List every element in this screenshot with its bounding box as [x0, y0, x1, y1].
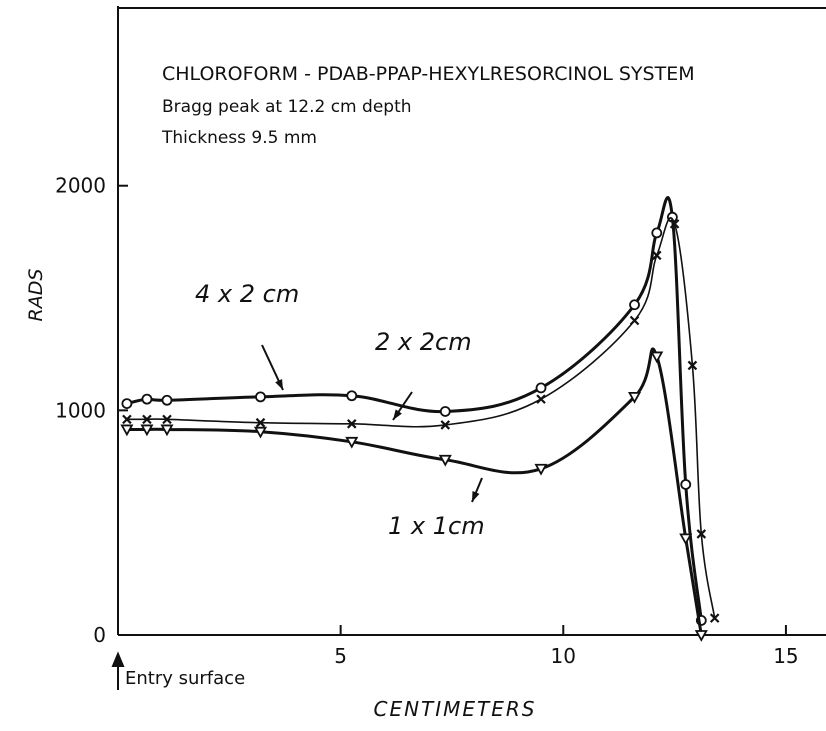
marker: [680, 479, 692, 490]
arrow-head: [275, 379, 283, 390]
x-tick-label: 15: [773, 644, 798, 668]
marker: [651, 227, 663, 239]
y-tick-label: 0: [93, 623, 106, 647]
marker: [253, 426, 268, 439]
marker: [629, 315, 640, 326]
series-label: 2 x 2cm: [375, 328, 472, 356]
marker: [696, 529, 707, 539]
arrow-head: [393, 409, 402, 420]
marker: [536, 394, 546, 404]
marker: [440, 420, 451, 430]
x-tick-label: 5: [334, 644, 347, 668]
marker: [255, 391, 266, 403]
series-line: [126, 347, 703, 636]
marker: [534, 463, 548, 476]
marker: [650, 351, 664, 364]
marker: [346, 390, 358, 402]
x-tick-label: 10: [551, 644, 576, 668]
marker: [346, 419, 357, 429]
subtitle: Bragg peak at 12.2 cm depth: [162, 97, 412, 117]
marker: [629, 299, 640, 311]
marker: [140, 424, 154, 437]
y-axis-label: RADS: [25, 269, 47, 322]
marker: [122, 414, 132, 425]
marker: [162, 414, 172, 425]
marker: [161, 394, 173, 406]
y-tick-label: 1000: [55, 398, 106, 422]
marker: [694, 630, 708, 642]
marker: [652, 250, 662, 261]
chart-title: CHLOROFORM - PDAB-PPAP-HEXYLRESORCINOL S…: [162, 63, 695, 85]
series-line: [126, 196, 703, 621]
marker: [687, 360, 698, 371]
marker: [669, 219, 680, 229]
annotation: Entry surface: [125, 668, 245, 689]
marker: [438, 454, 452, 467]
marker: [709, 613, 720, 623]
subtitle: Thickness 9.5 mm: [161, 128, 317, 148]
marker: [345, 436, 359, 449]
entry-arrow: [111, 651, 125, 690]
marker: [120, 424, 134, 437]
marker: [679, 533, 693, 546]
marker: [141, 393, 153, 405]
marker: [535, 382, 547, 394]
y-tick-label: 2000: [55, 174, 106, 198]
marker: [142, 414, 152, 425]
series-line: [126, 217, 716, 619]
marker: [439, 406, 451, 417]
series-label: 1 x 1cm: [388, 512, 485, 540]
series-label: 4 x 2 cm: [195, 280, 299, 308]
marker: [627, 391, 642, 404]
marker: [121, 398, 133, 410]
arrow-head: [472, 491, 480, 502]
x-axis-label: CENTIMETERS: [373, 697, 536, 721]
marker: [160, 424, 174, 437]
marker: [255, 417, 266, 428]
